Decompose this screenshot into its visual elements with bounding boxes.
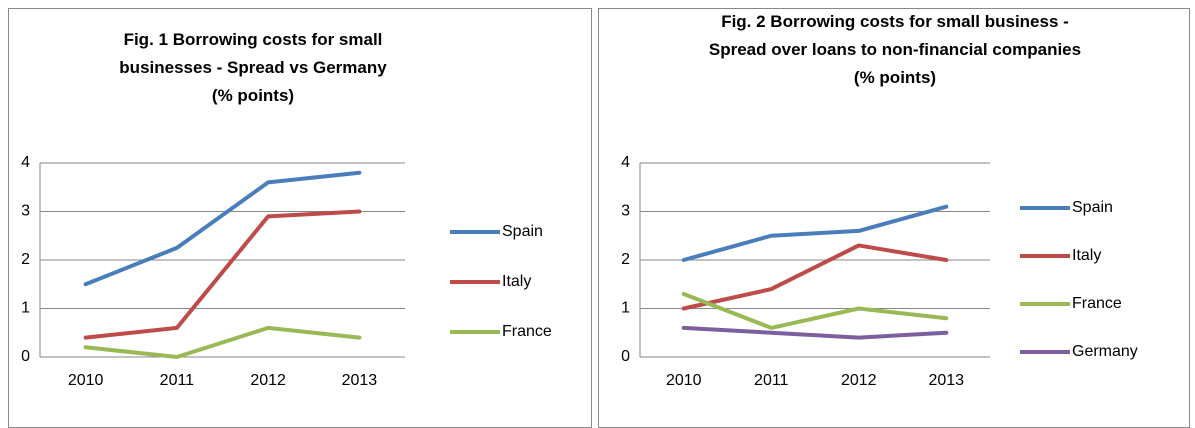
charts: 0 1 2 3 4 2010 2011 2012 2013 Spain Italy France 0 1 2… — [21, 154, 1138, 389]
y-tick-label: 1 — [21, 300, 30, 317]
legend-label: France — [1072, 295, 1122, 312]
x-tick-label: 2013 — [928, 372, 964, 389]
y-tick-label: 3 — [21, 203, 30, 220]
page: {"chart_data":[ {"type":"line","title":"… — [8, 8, 1190, 428]
chart-title: Fig. 2 Borrowing costs for small busines… — [708, 12, 1082, 87]
y-tick-label: 3 — [621, 203, 630, 220]
y-tick-label: 1 — [621, 300, 630, 317]
legend-label: Italy — [1072, 247, 1101, 264]
x-tick-label: 2012 — [841, 372, 877, 389]
y-tick-label: 0 — [21, 348, 30, 365]
y-tick-label: 2 — [21, 251, 30, 268]
series-line — [681, 243, 949, 311]
y-tick-label: 0 — [621, 348, 630, 365]
x-tick-label: 2013 — [342, 372, 378, 389]
series-line — [681, 291, 949, 330]
x-tick-label: 2010 — [666, 372, 702, 389]
legend-label: Germany — [1072, 343, 1138, 360]
series-line — [83, 325, 362, 359]
chart-title: Fig. 1 Borrowing costs for small busines… — [119, 30, 387, 105]
x-tick-label: 2010 — [68, 372, 104, 389]
series-line — [681, 325, 949, 340]
legend-label: Italy — [502, 273, 531, 290]
legend-label: France — [502, 323, 552, 340]
x-tick-label: 2011 — [160, 372, 195, 389]
legend-label: Spain — [1072, 199, 1113, 216]
series-line — [681, 204, 949, 262]
series-line — [83, 170, 362, 287]
y-tick-label: 4 — [621, 154, 630, 171]
y-tick-label: 4 — [21, 154, 30, 171]
y-tick-label: 2 — [621, 251, 630, 268]
x-tick-label: 2011 — [754, 372, 789, 389]
series-line — [83, 209, 362, 340]
x-tick-label: 2012 — [250, 372, 286, 389]
legend-label: Spain — [502, 223, 543, 240]
